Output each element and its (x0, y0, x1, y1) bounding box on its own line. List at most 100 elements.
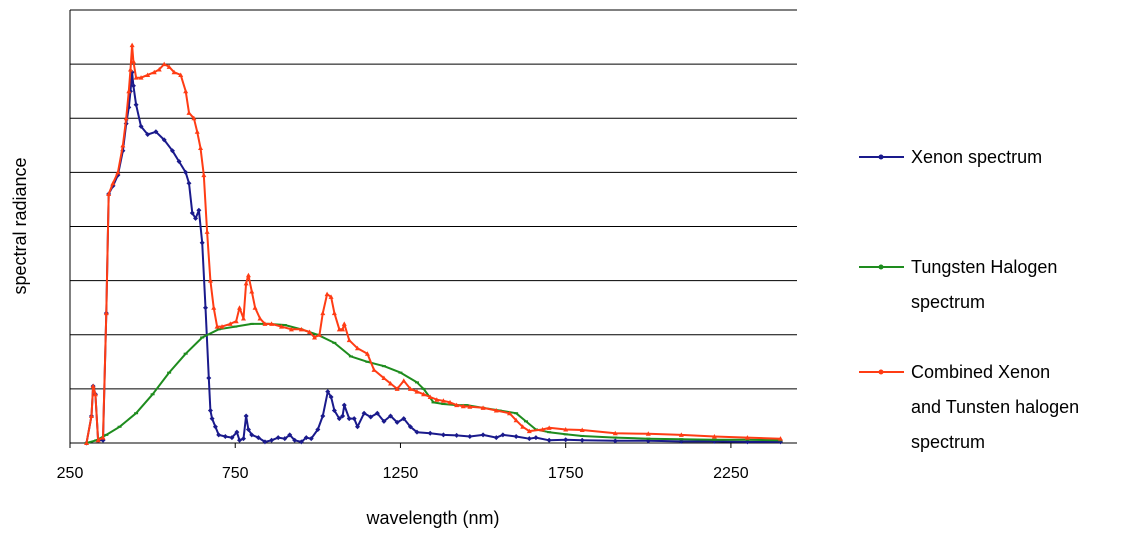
data-point-combined (454, 402, 460, 408)
data-point-xenon (351, 416, 357, 422)
data-point-combined (401, 378, 407, 383)
data-point-combined (156, 67, 162, 72)
data-point-xenon (186, 180, 192, 186)
data-point-tungsten-halogen (348, 355, 353, 358)
data-point-xenon (308, 436, 314, 442)
data-point-xenon (303, 435, 309, 441)
data-point-combined (354, 345, 360, 351)
data-point-xenon (394, 419, 400, 425)
data-point-combined (320, 310, 326, 316)
data-point-combined (100, 435, 106, 440)
data-point-combined (460, 403, 466, 409)
series-lines (84, 42, 783, 446)
data-point-combined (95, 437, 101, 443)
data-point-combined (427, 394, 433, 399)
data-point-xenon (320, 413, 326, 419)
data-point-tungsten-halogen (216, 328, 221, 331)
data-point-tungsten-halogen (332, 341, 337, 344)
data-point-combined (186, 110, 192, 115)
data-point-combined (123, 115, 129, 121)
data-point-tungsten-halogen (183, 352, 188, 355)
data-point-tungsten-halogen (524, 420, 529, 423)
data-point-combined (440, 398, 446, 403)
data-point-combined (381, 375, 387, 381)
legend-marker (878, 369, 884, 375)
data-point-tungsten-halogen (646, 437, 651, 440)
legend-item: Tungsten Halogen spectrum (859, 257, 1057, 312)
data-point-combined (307, 329, 313, 335)
data-point-xenon (467, 434, 473, 440)
data-point-xenon (161, 137, 167, 143)
series-tungsten-halogen (84, 322, 783, 444)
data-point-combined (364, 351, 370, 356)
x-axis-title: wavelength (nm) (365, 508, 499, 528)
data-point-xenon (199, 240, 205, 246)
data-point-xenon (282, 436, 288, 442)
data-point-xenon (249, 432, 255, 438)
data-point-combined (526, 428, 532, 434)
legend-label: and Tunsten halogen (911, 397, 1079, 417)
legend-item: Xenon spectrum (859, 147, 1042, 167)
data-point-combined (328, 294, 334, 299)
legend-marker (878, 154, 884, 160)
data-point-combined (201, 172, 207, 178)
data-point-tungsten-halogen (104, 433, 109, 436)
data-point-combined (183, 88, 189, 94)
data-point-tungsten-halogen (150, 393, 155, 396)
data-point-xenon (189, 210, 195, 216)
data-point-combined (513, 417, 519, 423)
data-point-xenon (340, 413, 346, 419)
data-point-combined (298, 326, 304, 332)
data-point-xenon (533, 435, 539, 441)
data-point-combined (126, 88, 132, 94)
y-axis-title: spectral radiance (10, 157, 30, 294)
data-point-combined (127, 67, 133, 72)
data-point-combined (493, 408, 499, 413)
data-point-xenon (133, 102, 139, 108)
data-point-combined (407, 386, 413, 391)
data-point-xenon (127, 88, 133, 94)
data-point-xenon (401, 416, 407, 422)
series-line-tungsten-halogen (86, 322, 781, 444)
data-point-xenon (292, 437, 298, 443)
legend-label: spectrum (911, 292, 985, 312)
data-point-xenon (513, 434, 519, 440)
data-point-combined (579, 427, 585, 433)
data-point-combined (278, 324, 284, 329)
data-point-combined (434, 397, 440, 402)
data-point-xenon (298, 439, 304, 445)
data-point-combined (207, 278, 213, 283)
data-point-combined (645, 431, 651, 436)
data-point-xenon (346, 416, 352, 422)
data-point-tungsten-halogen (414, 381, 419, 384)
data-point-combined (563, 426, 569, 432)
data-point-xenon (193, 215, 199, 221)
data-point-combined (249, 288, 255, 294)
data-point-combined (336, 326, 342, 332)
data-point-xenon (546, 437, 552, 443)
data-point-combined (133, 75, 139, 80)
data-point-combined (388, 380, 394, 386)
data-point-combined (92, 391, 98, 397)
data-point-combined (269, 321, 275, 326)
data-point-tungsten-halogen (613, 436, 618, 439)
data-point-xenon (579, 437, 585, 443)
data-point-tungsten-halogen (580, 434, 585, 437)
data-point-combined (233, 318, 239, 324)
data-point-xenon (183, 169, 189, 175)
data-point-combined (546, 425, 552, 430)
data-point-combined (106, 191, 112, 197)
data-point-xenon (354, 424, 360, 430)
data-point-xenon (202, 305, 208, 311)
data-point-tungsten-halogen (514, 412, 519, 415)
x-ticks: 250 750 1250 1750 2250 (57, 443, 749, 482)
data-point-combined (507, 410, 513, 416)
data-point-combined (191, 115, 197, 121)
x-tick-label: 1250 (383, 465, 419, 482)
data-point-combined (711, 434, 717, 439)
data-point-combined (214, 324, 220, 329)
data-point-xenon (196, 207, 202, 213)
data-point-combined (612, 430, 618, 436)
data-point-xenon (368, 414, 374, 420)
data-point-xenon (229, 435, 235, 441)
